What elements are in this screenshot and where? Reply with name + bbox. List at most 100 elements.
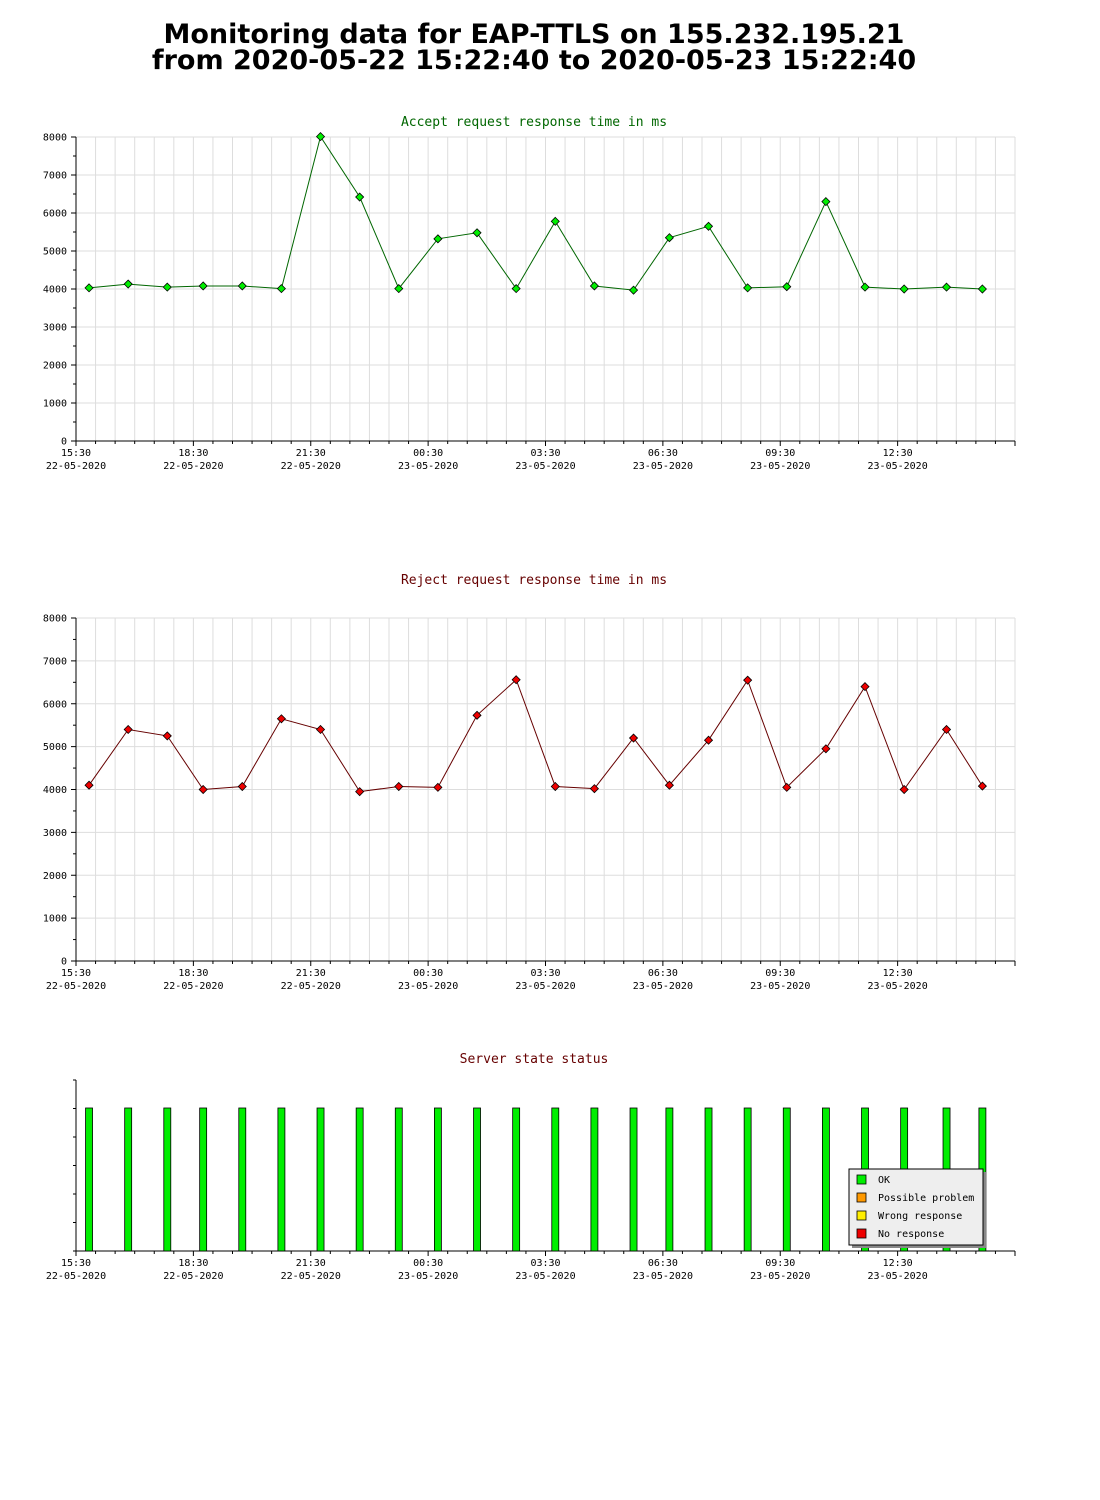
x-tick-label-date: 22-05-2020 [281,461,341,472]
y-tick-label: 6000 [43,699,67,710]
status-bar [85,1107,93,1252]
x-tick-label-date: 22-05-2020 [46,1271,106,1282]
y-tick-label: 7000 [43,171,67,182]
data-point [315,132,326,142]
status-bar [821,1107,830,1252]
data-point [472,228,482,238]
status-bar [199,1107,208,1252]
data-point [355,192,365,202]
status-bar [665,1107,674,1252]
data-point [589,281,599,291]
x-tick-label-time: 18:30 [178,448,208,459]
chart-title: Accept request response time in ms [401,115,667,130]
x-tick-label-time: 15:30 [61,968,91,979]
y-tick-label: 0 [61,957,67,968]
x-tick-label-time: 00:30 [413,968,443,979]
page-title: Monitoring data for EAP-TTLS on 155.232.… [0,19,1068,74]
data-point [511,675,521,685]
y-tick-label: 2000 [43,871,67,882]
x-tick-label-date: 22-05-2020 [281,981,341,992]
accept-response-chart: Accept request response time in ms 0 1000 2… [43,115,1016,472]
x-tick-label-time: 03:30 [530,968,560,979]
y-tick-label: 7000 [43,656,67,667]
legend-label: Wrong response [878,1211,962,1222]
data-point [703,735,714,745]
x-tick-label-date: 22-05-2020 [46,461,106,472]
status-bar [590,1107,599,1252]
data-point [899,284,909,294]
data-point [511,284,521,294]
status-bar [629,1107,638,1252]
data-point [977,781,987,791]
status-bar [782,1107,791,1252]
legend-swatch [856,1192,867,1203]
y-tick-label: 2000 [43,361,67,372]
x-tick-label-time: 00:30 [413,1258,443,1269]
status-bar [434,1107,442,1252]
data-point [821,197,831,207]
data-point [198,784,208,795]
chart-title: Server state status [460,1052,609,1067]
data-point [860,282,870,292]
data-point [550,216,560,226]
x-tick-label-date: 23-05-2020 [515,461,575,472]
data-point [782,782,792,792]
data-point [84,780,94,790]
x-tick-label-time: 06:30 [648,448,678,459]
x-tick-label-date: 22-05-2020 [163,1271,223,1282]
series-line [88,678,983,793]
data-point [84,283,94,293]
y-tick-label: 5000 [43,742,67,753]
status-bar [473,1107,481,1252]
x-tick-label-time: 03:30 [530,448,560,459]
data-point [276,714,286,724]
x-tick-label-time: 21:30 [296,968,326,979]
x-tick-label-date: 23-05-2020 [750,461,810,472]
x-tick-label-date: 22-05-2020 [163,461,223,472]
x-tick-label-date: 23-05-2020 [750,1271,810,1282]
x-tick-label-time: 09:30 [765,968,795,979]
data-point [237,281,247,291]
y-tick-label: 4000 [43,785,67,796]
x-tick-label-date: 22-05-2020 [163,981,223,992]
x-tick-label-date: 23-05-2020 [515,1271,575,1282]
data-point [899,784,909,795]
legend-label: OK [878,1175,890,1186]
legend-swatch [856,1210,867,1221]
data-point [743,675,753,685]
data-point [355,787,365,797]
data-point [315,724,326,735]
data-point [433,782,443,792]
x-tick-label-time: 15:30 [61,448,91,459]
legend-box [848,1168,984,1246]
y-tick-label: 3000 [43,828,67,839]
x-tick-label-date: 23-05-2020 [868,981,928,992]
data-point [821,744,831,754]
status-bar [124,1107,133,1252]
status-bar [512,1107,521,1252]
status-bar [277,1107,286,1252]
data-point [237,781,247,792]
data-point [394,284,404,294]
data-point [703,221,714,231]
status-bar [163,1107,172,1252]
page-title-line-1: Monitoring data for EAP-TTLS on 155.232.… [163,19,905,50]
x-tick-label-date: 23-05-2020 [398,1271,458,1282]
y-tick-label: 5000 [43,247,67,258]
x-tick-label-date: 23-05-2020 [633,461,693,472]
reject-response-chart: Reject request response time in ms 0 1000 2… [43,573,1016,992]
x-tick-label-date: 23-05-2020 [868,1271,928,1282]
x-tick-label-time: 15:30 [61,1258,91,1269]
data-point [628,285,639,295]
x-tick-label-time: 12:30 [883,1258,913,1269]
x-tick-label-time: 18:30 [178,968,208,979]
legend: OK Possible problem Wrong response No respo… [848,1168,986,1248]
status-bar [238,1107,247,1252]
y-tick-label: 4000 [43,285,67,296]
legend-label: No response [878,1229,944,1240]
legend-swatch [856,1228,867,1239]
x-tick-label-time: 21:30 [296,1258,326,1269]
x-tick-label-date: 23-05-2020 [868,461,928,472]
x-tick-label-time: 21:30 [296,448,326,459]
